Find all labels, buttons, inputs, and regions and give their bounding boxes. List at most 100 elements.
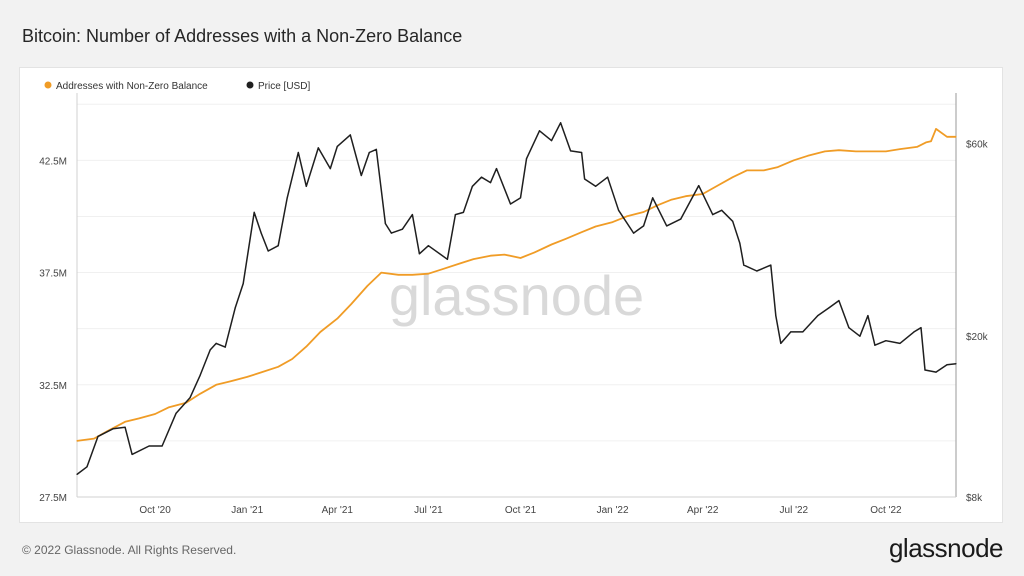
data-point-addresses [291, 358, 293, 360]
data-point-price [305, 185, 307, 187]
data-point-price [86, 466, 88, 468]
data-point-addresses [946, 136, 948, 138]
x-tick-label: Apr '21 [322, 505, 354, 516]
data-point-addresses [935, 128, 937, 130]
data-point-price [920, 327, 922, 329]
data-point-price [739, 242, 741, 244]
data-point-price [874, 344, 876, 346]
legend-label: Price [USD] [258, 81, 310, 92]
y-left-tick-label: 27.5M [39, 493, 67, 504]
line-chart: glassnode 27.5M 32.5M 37.5M 42.5M $8k $20k $60… [39, 81, 989, 516]
data-point-price [756, 270, 758, 272]
y-left-tick-label: 42.5M [39, 156, 67, 167]
legend-label: Addresses with Non-Zero Balance [56, 81, 208, 92]
data-point-price [509, 203, 512, 205]
data-point-addresses [215, 384, 217, 386]
data-point-addresses [124, 421, 126, 423]
data-point-price [329, 168, 331, 170]
legend-marker [44, 81, 52, 89]
data-point-addresses [336, 318, 338, 320]
data-point-price [209, 349, 211, 351]
data-point-addresses [168, 406, 170, 408]
data-point-price [643, 225, 645, 227]
data-point-price [297, 151, 299, 154]
data-point-price [175, 412, 177, 414]
y-right-tick-label: $20k [966, 332, 989, 343]
data-point-price [712, 214, 714, 216]
data-point-addresses [366, 285, 368, 287]
data-point-addresses [199, 393, 201, 395]
data-point-addresses [685, 195, 687, 197]
data-point-addresses [595, 225, 597, 228]
data-point-price [790, 331, 792, 333]
data-point-price [97, 435, 99, 437]
glassnode-logo: glassnode [888, 533, 1004, 563]
data-point-addresses [138, 417, 140, 419]
legend: Addresses with Non-Zero Balance Price [US… [44, 81, 310, 92]
x-tick-label: Jul '22 [780, 505, 809, 516]
x-tick-label: Oct '20 [139, 505, 171, 516]
data-point-price [538, 130, 541, 132]
data-point-price [427, 245, 429, 247]
data-point-price [618, 209, 620, 211]
data-point-price [462, 211, 464, 213]
x-tick-label: Apr '22 [687, 505, 719, 516]
series-layer [76, 122, 957, 475]
data-point-price [859, 335, 861, 337]
axes: 27.5M 32.5M 37.5M 42.5M $8k $20k $60k Oct '20 Ja… [39, 93, 989, 516]
data-point-price [124, 426, 126, 428]
data-point-addresses [899, 148, 901, 150]
data-point-price [112, 428, 114, 430]
data-point-addresses [441, 268, 443, 270]
data-point-addresses [76, 440, 78, 442]
data-point-price [581, 151, 583, 154]
data-point-price [401, 228, 403, 230]
data-point-addresses [925, 141, 927, 143]
data-point-addresses [380, 272, 382, 274]
data-point-price [317, 147, 319, 149]
data-point-price [775, 315, 777, 317]
x-tick-label: Jul '21 [414, 505, 443, 516]
data-point-addresses [807, 155, 809, 157]
data-point-addresses [458, 263, 460, 265]
data-point-price [698, 185, 700, 187]
data-point-addresses [350, 303, 352, 305]
data-point-addresses [472, 258, 475, 260]
data-point-addresses [763, 169, 765, 171]
data-point-price [260, 232, 262, 234]
data-point-addresses [319, 331, 321, 333]
data-point-price [495, 168, 498, 170]
data-point-price [267, 250, 269, 252]
data-point-price [935, 371, 937, 373]
data-point-price [666, 225, 668, 227]
data-point-addresses [916, 146, 918, 148]
data-point-price [215, 342, 217, 344]
data-point-price [899, 342, 901, 344]
data-point-price [924, 369, 926, 371]
data-point-price [721, 209, 723, 211]
data-point-price [838, 300, 840, 302]
y-left-tick-label: 37.5M [39, 269, 67, 280]
data-point-price [867, 315, 869, 317]
data-point-price [560, 122, 562, 124]
x-tick-label: Jan '22 [597, 505, 629, 516]
data-point-addresses [550, 243, 553, 246]
data-point-price [828, 307, 830, 309]
data-point-addresses [489, 255, 492, 257]
data-point-addresses [824, 150, 826, 152]
data-point-price [471, 185, 473, 187]
data-point-addresses [533, 251, 536, 253]
data-point-addresses [746, 169, 748, 171]
watermark: glassnode [389, 264, 644, 327]
data-point-price [913, 331, 915, 333]
x-tick-label: Jan '21 [231, 505, 263, 516]
data-point-price [480, 176, 483, 178]
data-point-price [148, 445, 150, 447]
data-point-price [199, 374, 201, 376]
data-point-addresses [229, 380, 231, 382]
data-point-price [732, 220, 734, 222]
data-point-price [780, 342, 782, 344]
data-point-price [946, 364, 948, 366]
data-point-price [189, 397, 191, 399]
data-point-price [848, 327, 850, 329]
